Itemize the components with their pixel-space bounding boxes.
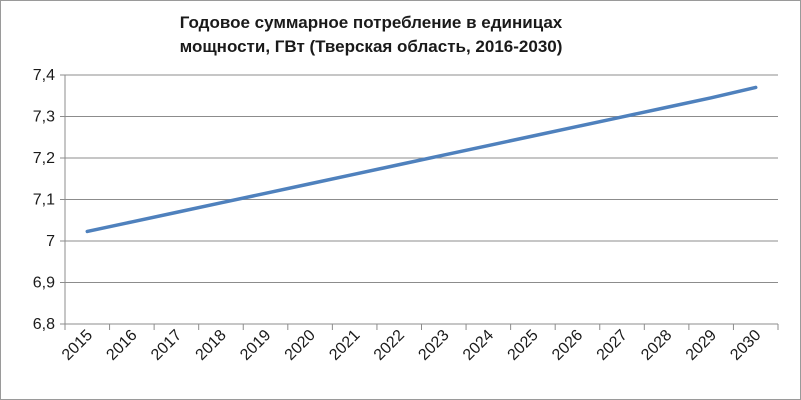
- x-tick-label: 2030: [727, 327, 764, 364]
- x-tick-label: 2023: [415, 327, 452, 364]
- y-tick-label: 7,1: [33, 192, 55, 209]
- x-tick-label: 2026: [549, 327, 586, 364]
- x-tick-label: 2025: [505, 327, 542, 364]
- y-tick-label: 7,4: [33, 67, 55, 84]
- x-tick-label: 2017: [148, 327, 185, 364]
- x-tick-label: 2027: [594, 327, 631, 364]
- x-tick-label: 2015: [59, 327, 96, 364]
- y-tick-label: 6,8: [33, 316, 55, 333]
- x-tick-label: 2016: [103, 327, 140, 364]
- x-tick-label: 2019: [237, 327, 274, 364]
- x-tick-label: 2028: [638, 327, 675, 364]
- y-tick-label: 7,3: [33, 109, 55, 126]
- x-tick-label: 2021: [326, 327, 363, 364]
- x-tick-label: 2018: [193, 327, 230, 364]
- y-tick-label: 6,9: [33, 275, 55, 292]
- chart-title-line-2: мощности, ГВт (Тверская область, 2016-20…: [179, 37, 563, 56]
- x-tick-label: 2029: [683, 327, 720, 364]
- x-tick-label: 2020: [282, 327, 319, 364]
- chart-title-line-1: Годовое суммарное потребление в единицах: [179, 13, 563, 32]
- series-line: [85, 85, 758, 234]
- x-tick-label: 2022: [371, 327, 408, 364]
- y-tick-label: 7: [46, 233, 55, 250]
- chart-title: Годовое суммарное потребление в единицах…: [111, 11, 631, 59]
- y-tick-label: 7,2: [33, 150, 55, 167]
- x-tick-label: 2024: [460, 327, 497, 364]
